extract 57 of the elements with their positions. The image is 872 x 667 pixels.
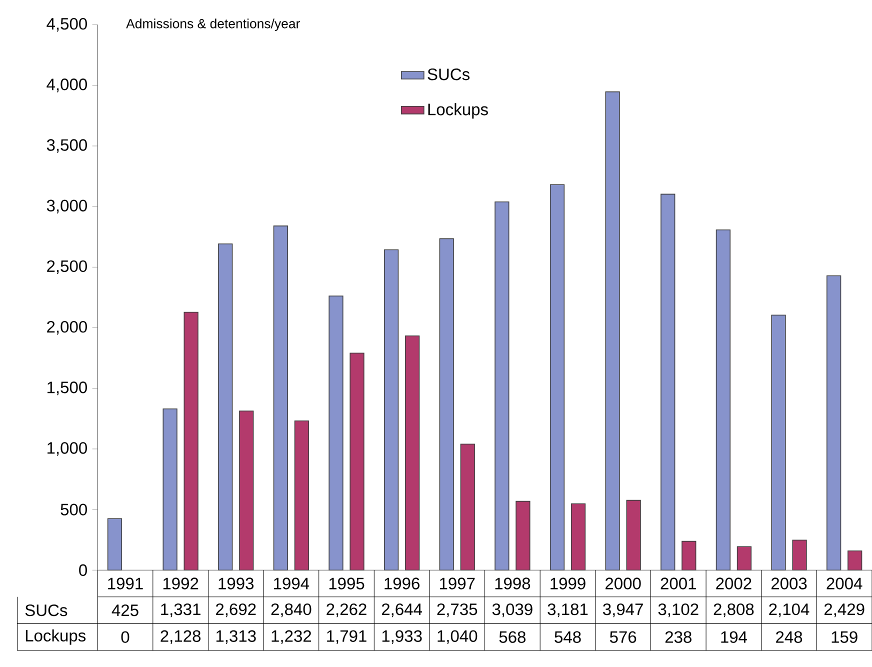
text: Lockups xyxy=(26,629,86,645)
data-label: 568 xyxy=(499,631,526,643)
x-tick-label: 1991 xyxy=(108,578,143,590)
data-label: 1,933 xyxy=(382,630,422,644)
data-label: 3,947 xyxy=(603,603,643,617)
x-tick-label: 2002 xyxy=(716,578,752,590)
data-label: 1,313 xyxy=(216,630,256,644)
legend-label: SUCs xyxy=(428,68,470,80)
data-label: 3,181 xyxy=(548,603,588,617)
x-tick-label: 1996 xyxy=(384,578,420,590)
data-label: 248 xyxy=(776,631,802,643)
data-label: 576 xyxy=(610,631,636,643)
data-label: 425 xyxy=(112,604,138,616)
data-label: 2,128 xyxy=(160,630,201,644)
data-label: 159 xyxy=(832,631,858,643)
x-tick-label: 1997 xyxy=(440,578,475,590)
y-tick-label: 0 xyxy=(79,564,87,576)
data-label: 1,040 xyxy=(438,630,478,644)
x-tick-label: 1995 xyxy=(329,578,364,590)
data-label: 1,232 xyxy=(272,630,312,644)
y-tick-label: 4,500 xyxy=(46,18,87,32)
data-label: 2,644 xyxy=(382,603,422,617)
data-label: 238 xyxy=(665,631,692,643)
y-tick-label: 1,500 xyxy=(48,381,87,396)
data-label: 2,692 xyxy=(216,603,256,617)
text: SUCs xyxy=(25,604,68,616)
y-tick-label: 3,000 xyxy=(46,200,87,214)
x-tick-label: 2004 xyxy=(826,578,862,590)
x-tick-label: 1993 xyxy=(218,578,254,590)
y-tick-label: 4,000 xyxy=(46,78,87,92)
y-tick-label: 1,000 xyxy=(48,442,87,456)
data-label: 194 xyxy=(721,631,748,643)
data-label: 548 xyxy=(554,631,581,643)
data-label: 2,735 xyxy=(437,603,478,617)
data-label: 3,102 xyxy=(658,603,698,617)
y-tick-label: 2,000 xyxy=(47,320,87,334)
x-tick-label: 2003 xyxy=(771,578,807,590)
data-label: 2,262 xyxy=(326,603,366,617)
x-tick-label: 2001 xyxy=(660,578,696,590)
x-tick-label: 2000 xyxy=(606,578,641,590)
legend-label: Lockups xyxy=(428,103,488,118)
data-label: 1,791 xyxy=(327,630,366,644)
data-label: 2,840 xyxy=(271,603,312,617)
data-label: 3,039 xyxy=(492,603,532,617)
x-tick-label: 1994 xyxy=(274,578,310,590)
y-tick-label: 3,500 xyxy=(46,139,87,153)
data-label: 2,429 xyxy=(824,603,864,617)
data-label: 2,808 xyxy=(714,603,754,617)
data-label: 0 xyxy=(121,631,130,643)
x-tick-label: 1998 xyxy=(495,578,530,590)
y-tick-label: 2,500 xyxy=(47,260,87,274)
y-axis-title: Admissions & detentions/year xyxy=(126,18,300,31)
y-tick-label: 500 xyxy=(60,504,87,516)
x-tick-label: 1999 xyxy=(550,578,586,590)
x-tick-label: 1992 xyxy=(163,578,198,590)
data-label: 1,331 xyxy=(161,603,200,617)
data-label: 2,104 xyxy=(769,603,810,617)
